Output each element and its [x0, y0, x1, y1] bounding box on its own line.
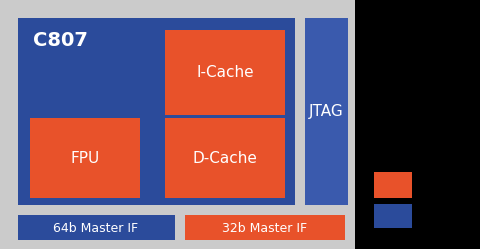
Text: C807: C807: [33, 30, 87, 50]
Bar: [305, 18, 348, 205]
Bar: [18, 18, 295, 205]
Text: FPU: FPU: [71, 150, 100, 166]
Bar: [374, 172, 412, 198]
Text: I-Cache: I-Cache: [196, 64, 254, 79]
Bar: [374, 204, 412, 228]
Bar: [18, 215, 175, 240]
Text: 32b Master IF: 32b Master IF: [222, 222, 308, 235]
Bar: [165, 118, 285, 198]
Text: D-Cache: D-Cache: [192, 150, 257, 166]
Bar: [30, 118, 140, 198]
Bar: [185, 215, 345, 240]
Bar: [355, 0, 480, 249]
Bar: [165, 30, 285, 115]
Text: 64b Master IF: 64b Master IF: [53, 222, 139, 235]
Text: JTAG: JTAG: [309, 104, 343, 119]
